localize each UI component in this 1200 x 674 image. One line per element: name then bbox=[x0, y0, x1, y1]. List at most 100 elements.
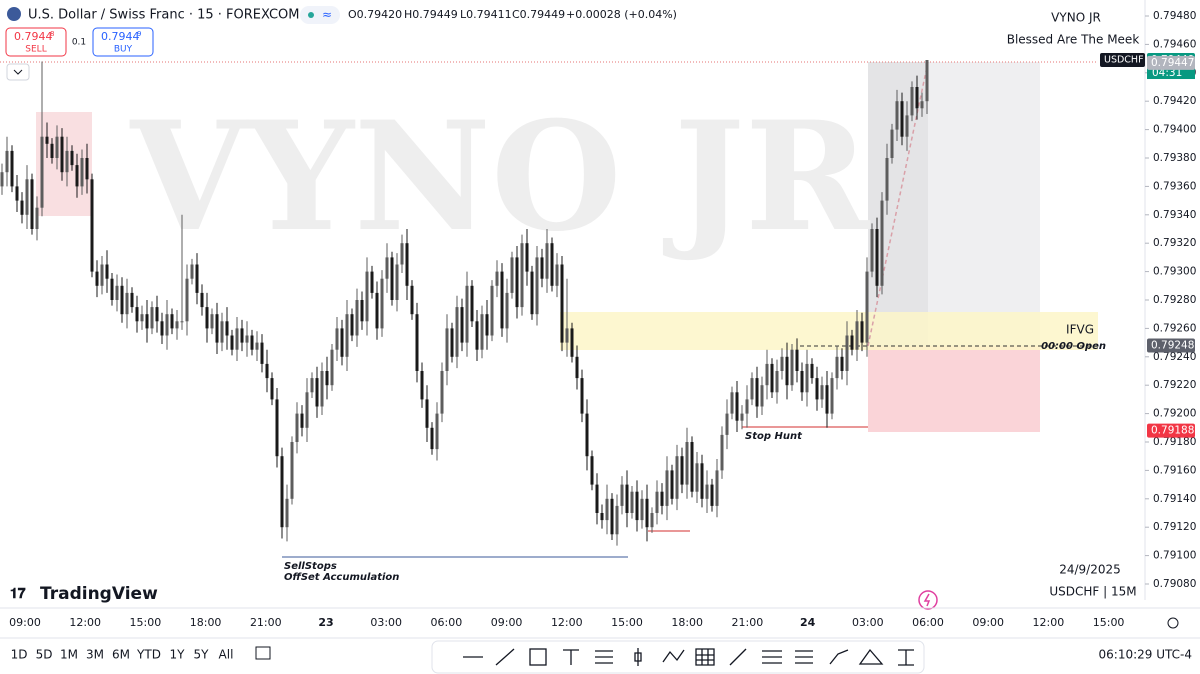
candle-body bbox=[40, 136, 44, 208]
tool-gann[interactable] bbox=[858, 648, 884, 665]
candle-body bbox=[555, 264, 559, 286]
status-dot bbox=[308, 12, 314, 18]
candle-body bbox=[790, 349, 794, 386]
candle-body bbox=[805, 363, 809, 393]
buy-price: 0.7944 bbox=[101, 30, 140, 43]
ohlc-close: C0.79449 bbox=[512, 8, 565, 21]
range-button[interactable]: All bbox=[219, 648, 234, 662]
y-tick-label: 0.79280 bbox=[1153, 294, 1196, 306]
candle-body bbox=[650, 513, 654, 528]
tool-channel[interactable] bbox=[762, 650, 782, 664]
range-button[interactable]: 6M bbox=[112, 648, 130, 662]
tool-measure[interactable] bbox=[898, 649, 914, 666]
tool-pattern[interactable] bbox=[662, 649, 685, 663]
candle-body bbox=[855, 321, 859, 350]
candle-body bbox=[235, 328, 239, 350]
alert-icon[interactable] bbox=[918, 590, 938, 610]
candle-body bbox=[440, 371, 444, 414]
buy-button[interactable] bbox=[92, 27, 154, 57]
y-tick-label: 0.79420 bbox=[1153, 95, 1196, 107]
candle-body bbox=[630, 491, 634, 513]
sell-button[interactable] bbox=[5, 27, 67, 57]
x-tick-label: 03:00 bbox=[370, 616, 402, 629]
range-button[interactable]: YTD bbox=[136, 648, 161, 662]
x-tick-label: 21:00 bbox=[250, 616, 282, 629]
candle-body bbox=[570, 328, 574, 357]
price-tag bbox=[1147, 423, 1195, 438]
candle-body bbox=[600, 513, 604, 521]
tool-grid[interactable] bbox=[695, 648, 715, 666]
candle-body bbox=[695, 463, 699, 492]
symbol-tag bbox=[1100, 53, 1145, 68]
candle-body bbox=[645, 498, 649, 528]
y-tick-label: 0.79360 bbox=[1153, 180, 1196, 192]
candle-body bbox=[205, 307, 209, 329]
candle-body bbox=[625, 484, 629, 513]
candle-body bbox=[700, 463, 704, 499]
range-button[interactable]: 1D bbox=[11, 648, 28, 662]
candle-body bbox=[50, 143, 54, 158]
calendar-icon[interactable] bbox=[255, 646, 271, 660]
tool-text[interactable] bbox=[563, 649, 579, 665]
candle-body bbox=[65, 150, 69, 173]
candle-body bbox=[5, 150, 9, 173]
y-tick-label: 0.79340 bbox=[1153, 209, 1196, 221]
candle-body bbox=[175, 321, 179, 329]
candle-body bbox=[385, 257, 389, 279]
candle-body bbox=[245, 335, 249, 343]
candle-body bbox=[445, 328, 449, 371]
range-button[interactable]: 5Y bbox=[194, 648, 210, 662]
tool-curve[interactable] bbox=[829, 649, 849, 665]
tool-rect[interactable] bbox=[529, 648, 547, 666]
candle-body bbox=[100, 264, 104, 286]
candle-body bbox=[130, 292, 134, 308]
range-button[interactable]: 1Y bbox=[170, 648, 186, 662]
candle-body bbox=[480, 314, 484, 350]
sell-label: SELL bbox=[25, 45, 46, 55]
candle-body bbox=[825, 385, 829, 414]
spread: 0.1 bbox=[72, 38, 86, 48]
accumulation-label: OffSet Accumulation bbox=[284, 572, 399, 583]
y-tick-label: 0.79140 bbox=[1153, 493, 1196, 505]
tool-pitch[interactable] bbox=[795, 650, 813, 664]
price-tag-label: 0.79447 bbox=[1151, 57, 1194, 69]
tool-ray[interactable] bbox=[729, 648, 747, 666]
tool-trend[interactable] bbox=[495, 648, 515, 666]
candle-body bbox=[535, 257, 539, 315]
tool-fib[interactable] bbox=[595, 650, 613, 664]
x-tick-label: 18:00 bbox=[671, 616, 703, 629]
candle-body bbox=[25, 179, 29, 215]
settings-icon[interactable] bbox=[1167, 617, 1179, 629]
collapse-button[interactable] bbox=[6, 63, 30, 81]
candle-body bbox=[10, 150, 14, 187]
range-button[interactable]: 3M bbox=[86, 648, 104, 662]
candle-body bbox=[15, 186, 19, 201]
candle-body bbox=[220, 321, 224, 343]
x-tick-label: 21:00 bbox=[732, 616, 764, 629]
range-button[interactable]: 1M bbox=[60, 648, 78, 662]
candle-body bbox=[925, 60, 929, 102]
range-button[interactable]: 5D bbox=[36, 648, 53, 662]
x-tick-label: 18:00 bbox=[190, 616, 222, 629]
candle-body bbox=[890, 129, 894, 158]
candle-body bbox=[250, 335, 254, 350]
symbol[interactable]: U.S. Dollar / Swiss Franc · 15 · FOREXCO… bbox=[28, 8, 300, 23]
candle-body bbox=[90, 179, 94, 272]
candle-body bbox=[775, 371, 779, 393]
candle-body bbox=[140, 314, 144, 322]
candle-body bbox=[710, 484, 714, 506]
watermark: VYNO JR bbox=[129, 89, 870, 265]
candle-body bbox=[885, 158, 889, 201]
tool-long[interactable] bbox=[634, 648, 642, 666]
candle-body bbox=[265, 363, 269, 379]
candle-body bbox=[185, 278, 189, 322]
y-tick-label: 0.79300 bbox=[1153, 266, 1196, 278]
candle-body bbox=[170, 314, 174, 329]
candle-body bbox=[395, 264, 399, 300]
pair: USDCHF | 15M bbox=[1049, 585, 1136, 599]
candle-body bbox=[575, 356, 579, 379]
ohlc-low: L0.79411 bbox=[460, 8, 512, 21]
candle-body bbox=[180, 321, 184, 323]
candle-body bbox=[200, 292, 204, 308]
y-tick-label: 0.79220 bbox=[1153, 379, 1196, 391]
